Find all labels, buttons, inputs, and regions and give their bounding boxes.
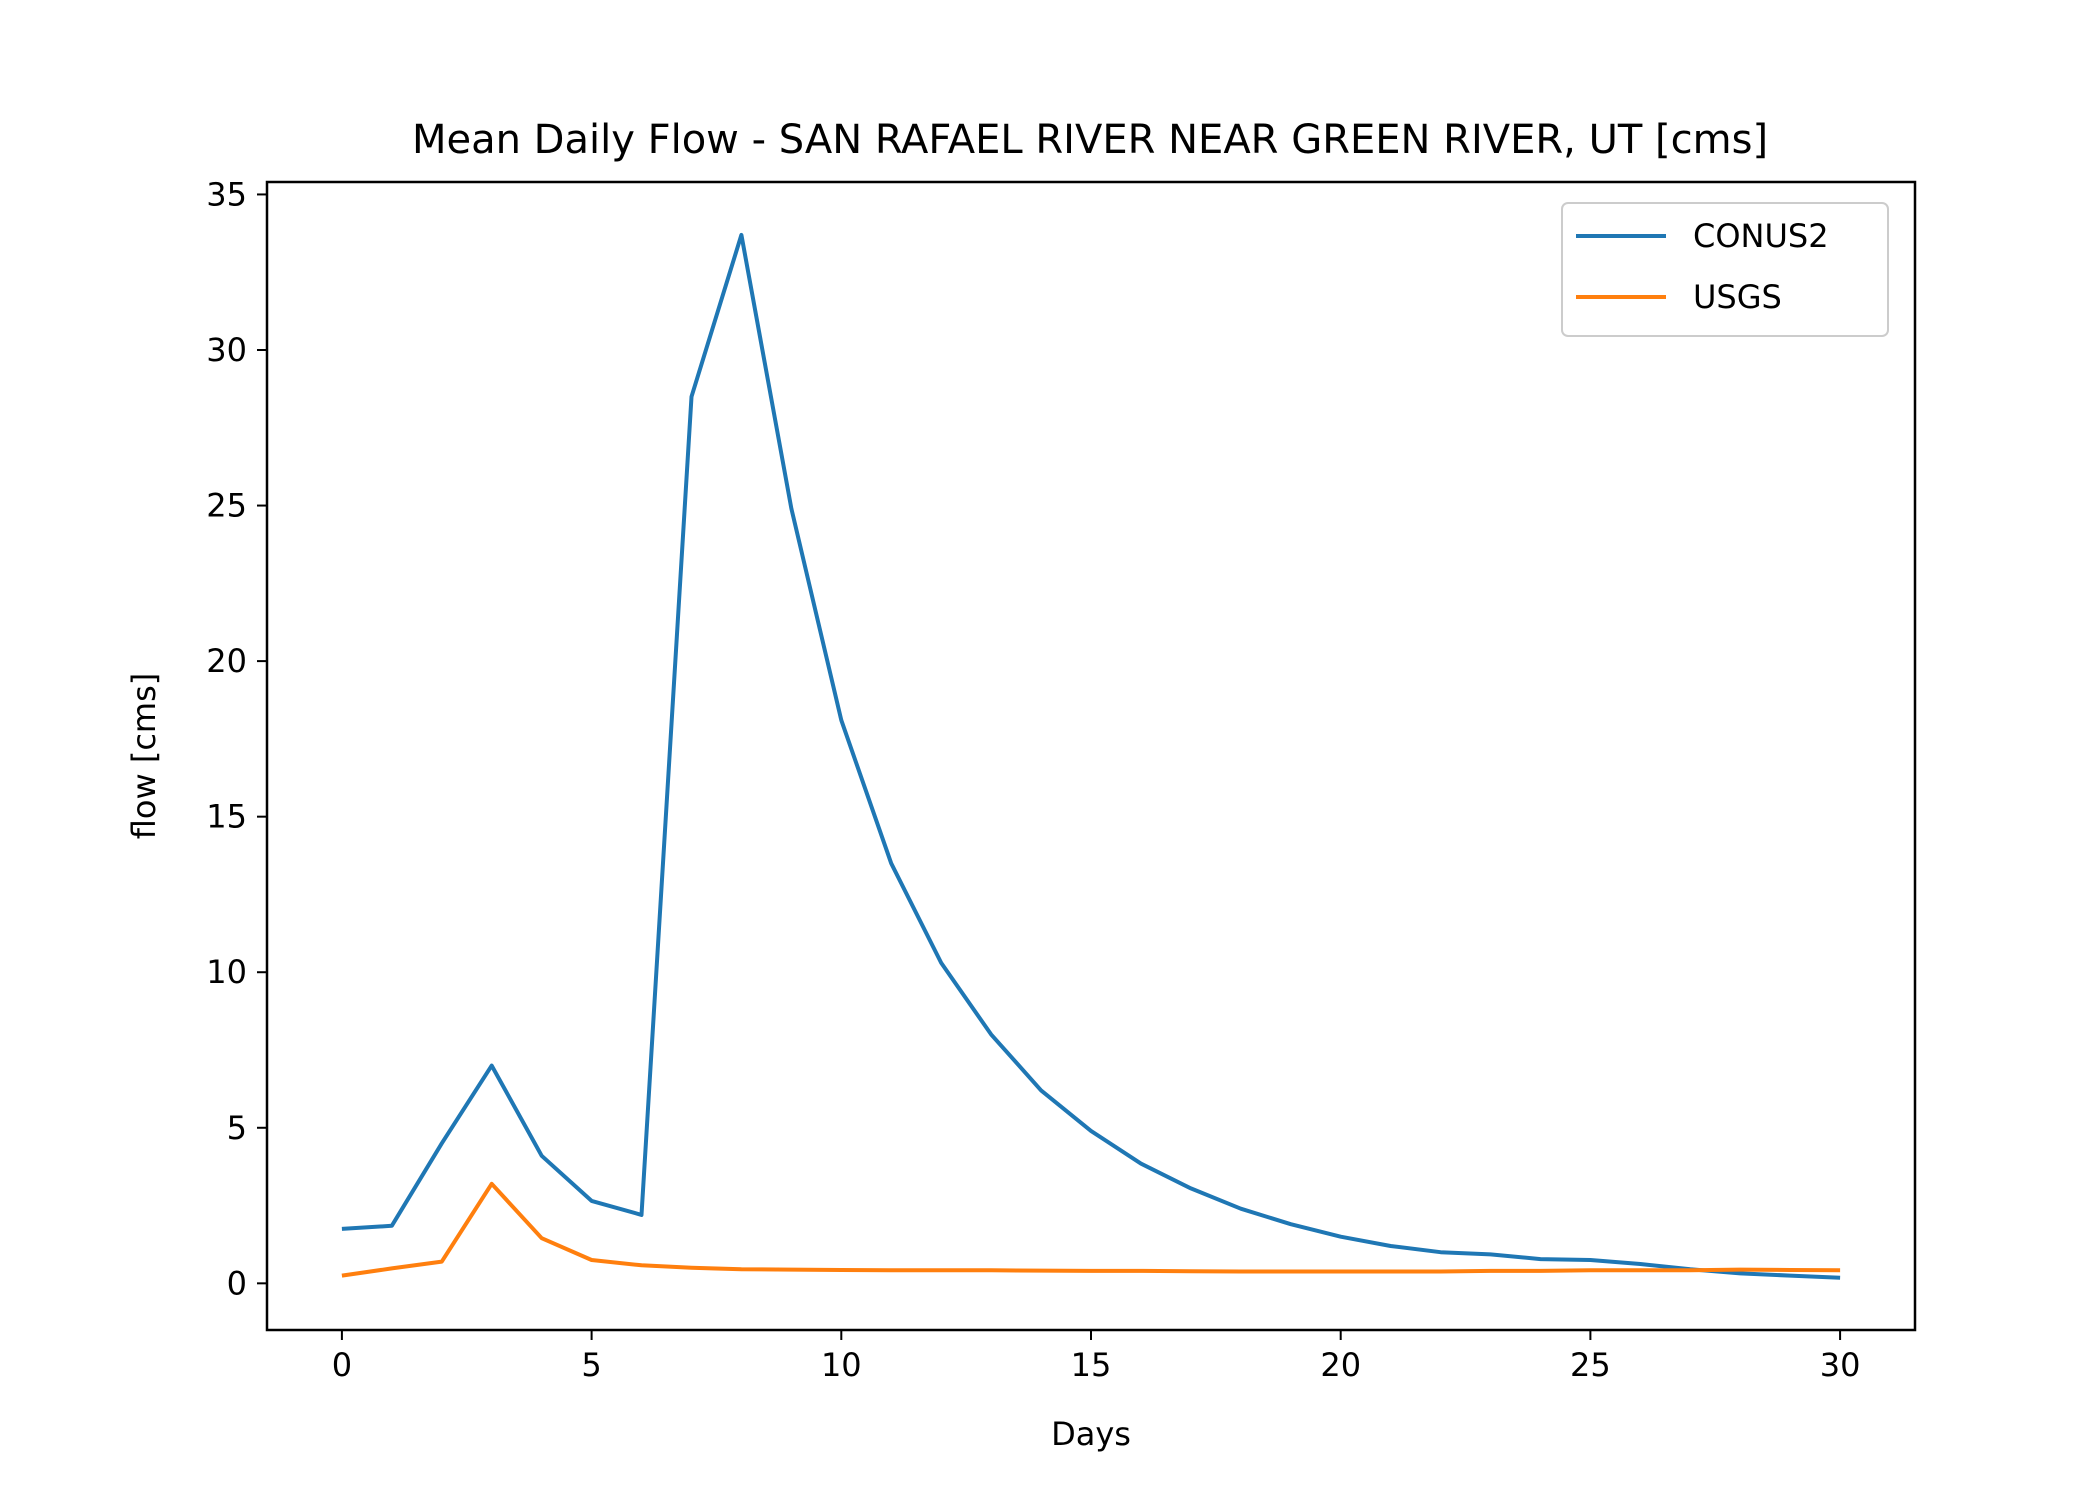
legend-label-usgs: USGS bbox=[1693, 278, 1782, 316]
y-tick-label: 25 bbox=[206, 487, 247, 525]
x-tick-label: 20 bbox=[1320, 1346, 1361, 1384]
y-tick-label: 20 bbox=[206, 642, 247, 680]
x-tick-label: 10 bbox=[821, 1346, 862, 1384]
x-tick-label: 25 bbox=[1570, 1346, 1611, 1384]
legend: CONUS2 USGS bbox=[1561, 202, 1889, 337]
x-tick-label: 30 bbox=[1820, 1346, 1861, 1384]
y-tick-label: 35 bbox=[206, 175, 247, 213]
series-line-conus2 bbox=[341, 232, 1841, 1280]
y-axis-label: flow [cms] bbox=[125, 673, 163, 839]
y-tick-label: 30 bbox=[206, 331, 247, 369]
y-tick-label: 15 bbox=[206, 798, 247, 836]
y-axis: 0 5 10 15 20 25 30 35 bbox=[206, 175, 267, 1302]
x-tick-label: 15 bbox=[1071, 1346, 1112, 1384]
series-line-usgs bbox=[341, 1181, 1841, 1278]
x-tick-label: 5 bbox=[581, 1346, 601, 1384]
x-axis: 0 5 10 15 20 25 30 bbox=[332, 1330, 1861, 1384]
chart-title: Mean Daily Flow - SAN RAFAEL RIVER NEAR … bbox=[412, 117, 1768, 163]
series-lines bbox=[341, 232, 1841, 1280]
x-axis-label: Days bbox=[1051, 1415, 1131, 1453]
plot-frame bbox=[265, 180, 1917, 1332]
x-tick-label: 0 bbox=[332, 1346, 352, 1384]
y-tick-label: 10 bbox=[206, 953, 247, 991]
y-tick-label: 5 bbox=[227, 1109, 247, 1147]
y-tick-label: 0 bbox=[227, 1264, 247, 1302]
legend-label-conus2: CONUS2 bbox=[1693, 217, 1829, 255]
